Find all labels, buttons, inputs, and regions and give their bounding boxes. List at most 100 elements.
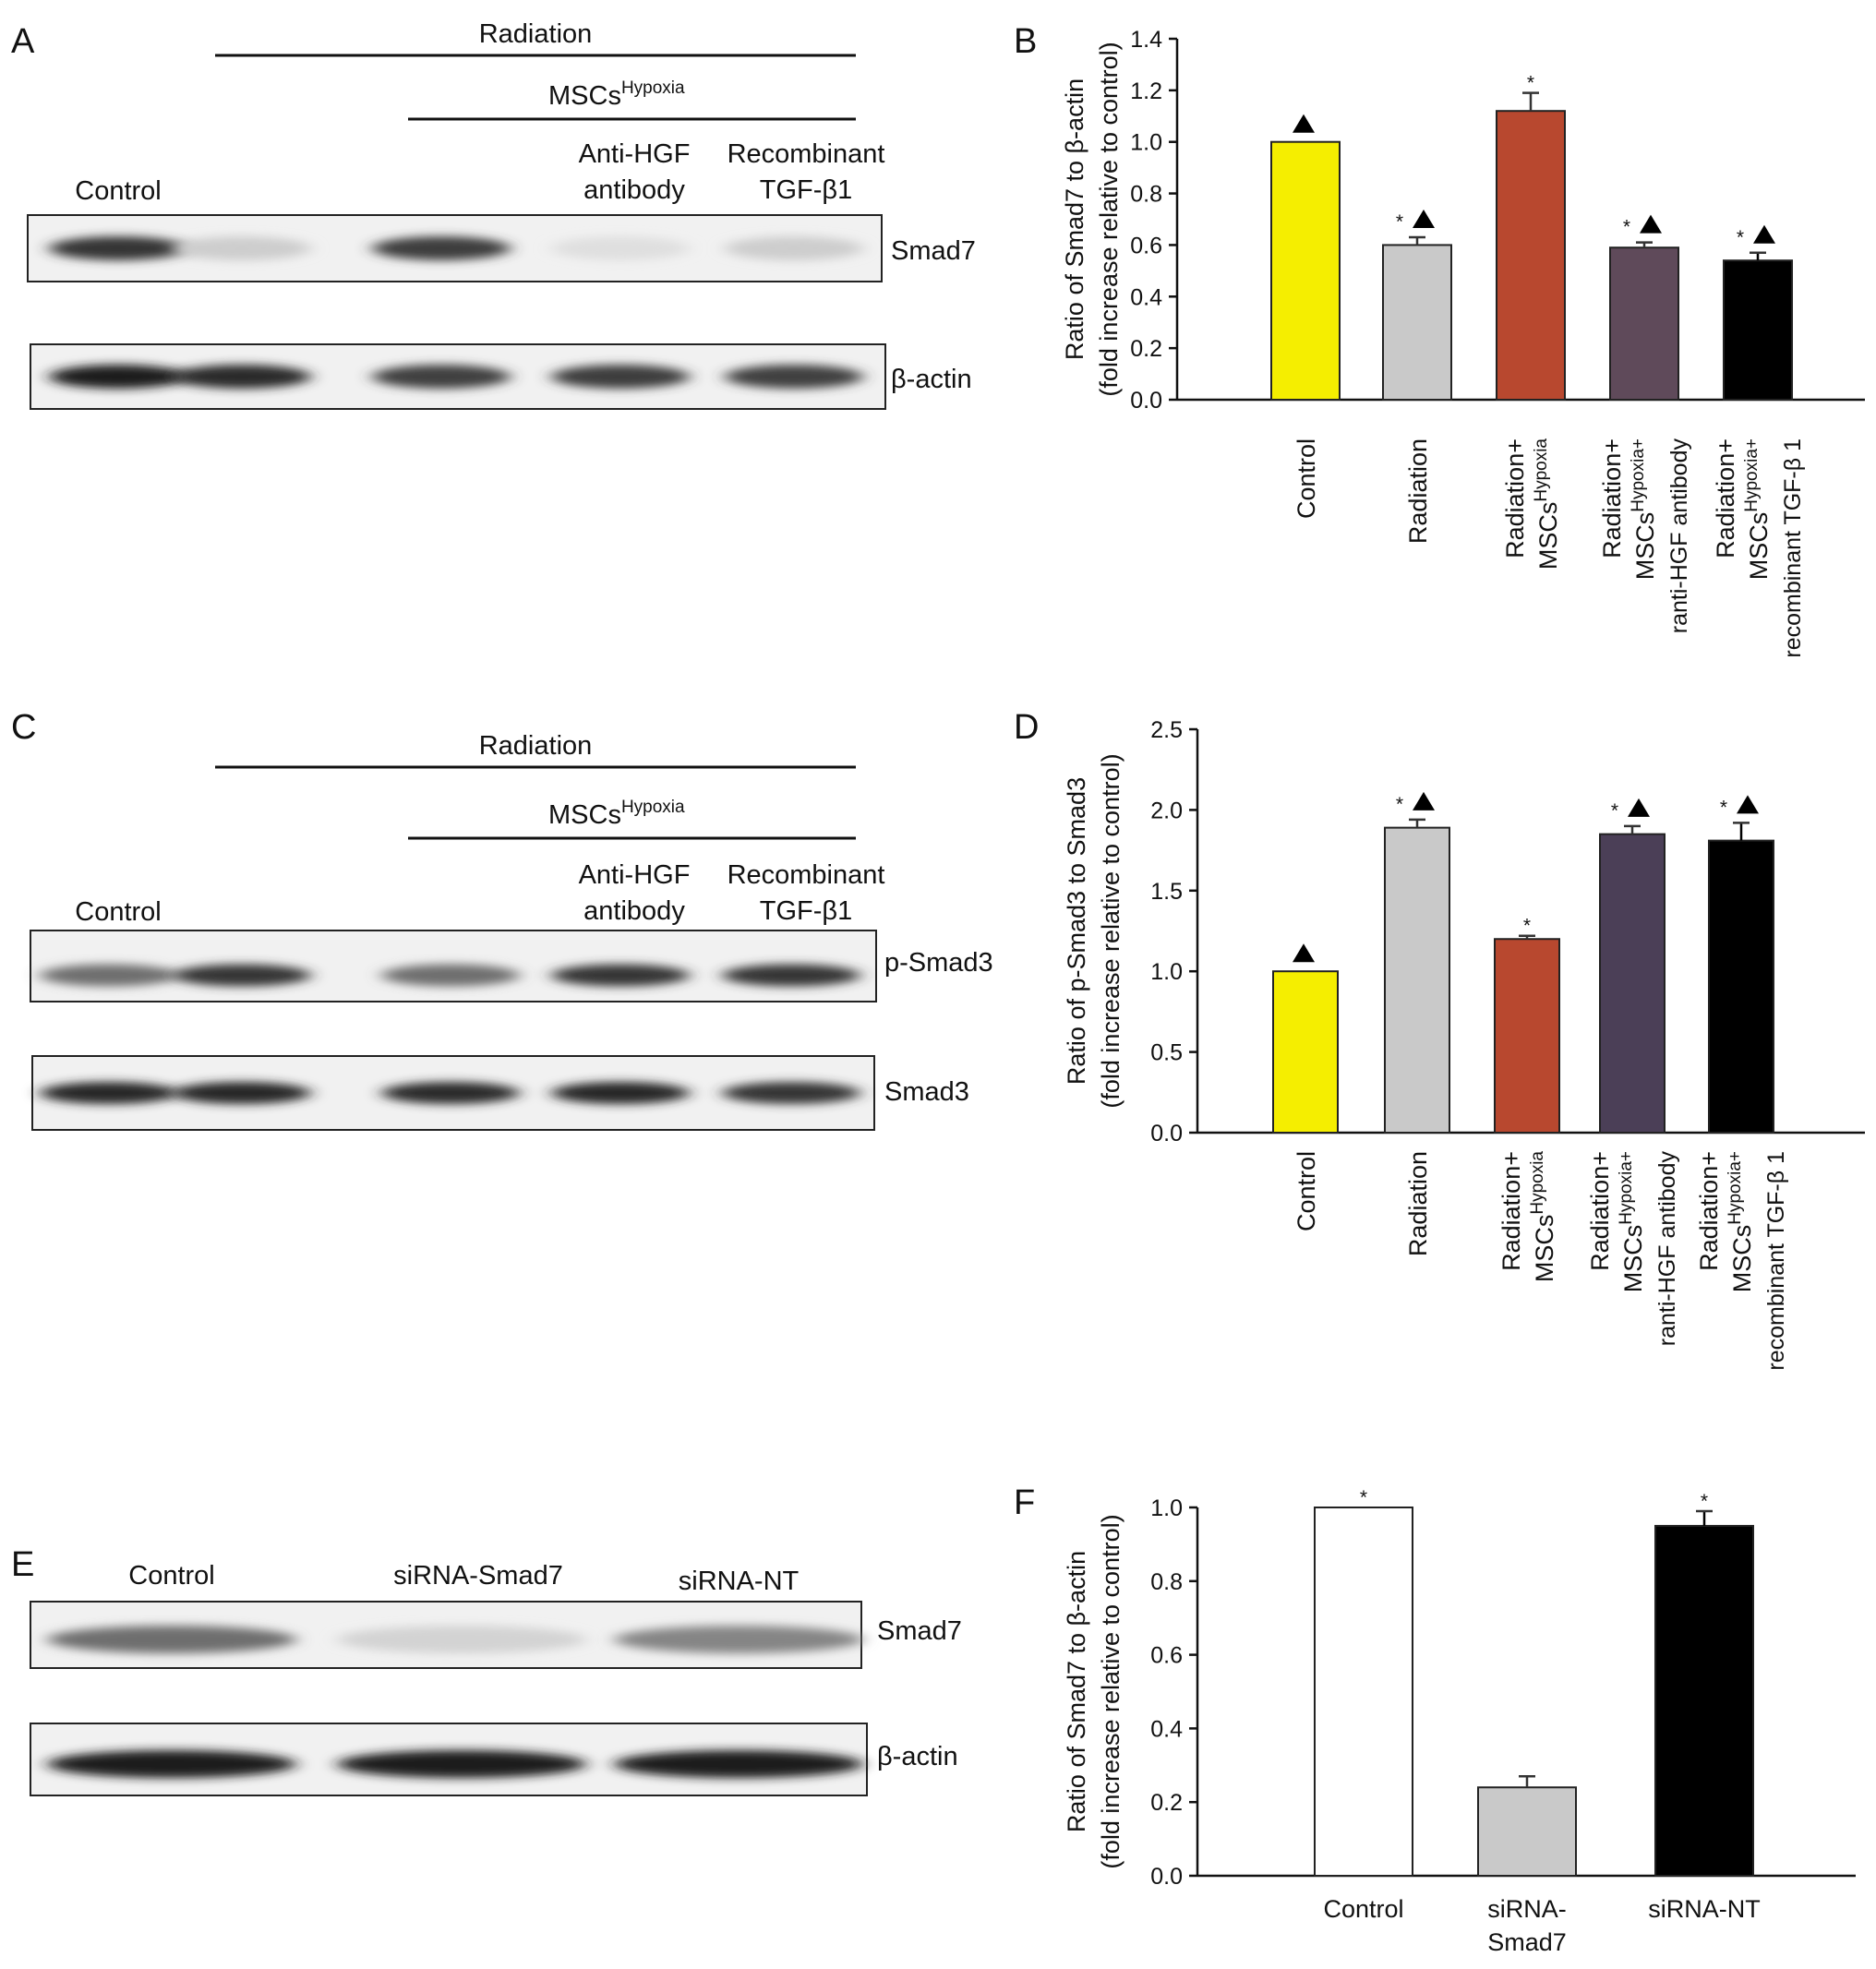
- y-tick-label: 0.8: [1130, 182, 1162, 208]
- lane-label-recombinant-1: Recombinant: [728, 139, 885, 169]
- significance-star: *: [1701, 1491, 1708, 1512]
- lane-label-control: Control: [75, 176, 162, 206]
- significance-star: *: [1623, 217, 1630, 238]
- blot-label-p-smad3: p-Smad3: [884, 948, 993, 978]
- category-label: MSCsHypoxia+: [1617, 1151, 1647, 1292]
- category-label: recombinant TGF-β 1: [1763, 1151, 1789, 1371]
- y-tick-label: 0.8: [1150, 1569, 1183, 1595]
- significance-triangle: [1413, 791, 1435, 810]
- y-tick-label: 0.6: [1150, 1643, 1183, 1669]
- bar: [1494, 938, 1560, 1134]
- blot-label-beta-actin: β-actin: [891, 365, 972, 394]
- y-tick-label: 2.0: [1150, 798, 1183, 823]
- panel-b: B 0.0 0.2 0.4 0.6 0.8 1.0 1.2 1.4 Ratio of Smad7…: [1014, 22, 1865, 658]
- category-label: Control: [1293, 438, 1320, 519]
- protein-band: [40, 964, 178, 987]
- protein-band: [551, 236, 690, 260]
- protein-band: [381, 964, 520, 987]
- significance-triangle: [1737, 795, 1759, 814]
- significance-triangle: [1628, 798, 1650, 817]
- lane-label-recombinant-1: Recombinant: [728, 860, 885, 890]
- protein-band: [614, 1626, 863, 1653]
- category-label: recombinant TGF-β 1: [1780, 438, 1806, 658]
- bar: [1654, 1524, 1754, 1877]
- bar: [1723, 259, 1793, 401]
- category-label: siRNA-: [1487, 1895, 1567, 1923]
- category-label: Radiation+: [1695, 1151, 1723, 1271]
- category-label: MSCsHypoxia+: [1726, 1151, 1756, 1292]
- lane-label-control: Control: [128, 1561, 215, 1591]
- lane-label-antihgf-2: antibody: [583, 175, 685, 205]
- panel-letter-f: F: [1014, 1483, 1035, 1522]
- y-tick-label: 1.0: [1150, 1495, 1183, 1521]
- panel-d: D 0.0 0.5 1.0 1.5 2.0 2.5 Ratio of p-Smad3 to …: [1014, 708, 1865, 1371]
- panel-letter-a: A: [11, 22, 35, 61]
- protein-band: [337, 1750, 586, 1778]
- lane-label-sirna-smad7: siRNA-Smad7: [393, 1561, 563, 1591]
- category-label: Radiation+: [1712, 438, 1739, 558]
- significance-star: *: [1523, 916, 1531, 937]
- blot-label-smad3: Smad3: [884, 1077, 969, 1107]
- y-axis-label-2: (fold increase relative to control): [1095, 42, 1123, 396]
- y-tick-label: 0.0: [1150, 1864, 1183, 1890]
- category-label: Radiation+: [1501, 438, 1529, 558]
- category-label: MSCsHypoxia: [1528, 1151, 1558, 1283]
- protein-band: [725, 365, 863, 389]
- significance-triangle: [1753, 224, 1775, 244]
- chart-f: 0.0 0.2 0.4 0.6 0.8 1.0 Ratio of Smad7 to β-ac…: [1063, 1487, 1856, 1956]
- y-tick-label: 0.0: [1150, 1121, 1183, 1147]
- chart-b: 0.0 0.2 0.4 0.6 0.8 1.0 1.2 1.4 Ratio of Smad7 t…: [1061, 27, 1865, 658]
- category-label: Radiation+: [1497, 1151, 1525, 1271]
- bar: [1314, 1507, 1413, 1877]
- significance-triangle: [1413, 210, 1435, 229]
- panel-f: F 0.0 0.2 0.4 0.6 0.8 1.0 Ratio of Smad7 to β-…: [1014, 1483, 1856, 1956]
- significance-star: *: [1527, 73, 1534, 94]
- protein-band: [47, 1750, 296, 1778]
- blots-a: [27, 214, 886, 410]
- y-tick-label: 1.0: [1150, 959, 1183, 985]
- y-tick-label: 0.6: [1130, 233, 1162, 258]
- y-axis-label: Ratio of Smad7 to β-actin: [1063, 1551, 1090, 1832]
- protein-band: [47, 1626, 296, 1653]
- protein-band: [551, 964, 690, 987]
- category-label: Smad7: [1487, 1928, 1567, 1956]
- protein-band: [173, 1082, 311, 1104]
- category-label: Radiation: [1404, 438, 1432, 544]
- bar: [1609, 246, 1679, 401]
- protein-band: [49, 236, 187, 260]
- category-label: Radiation+: [1598, 438, 1626, 558]
- lane-label-recombinant-2: TGF-β1: [760, 896, 852, 926]
- category-label: siRNA-NT: [1648, 1895, 1761, 1923]
- protein-band: [173, 236, 311, 260]
- y-tick-label: 0.5: [1150, 1040, 1183, 1066]
- significance-star: *: [1737, 227, 1744, 248]
- significance-triangle: [1640, 214, 1662, 234]
- panel-letter-e: E: [11, 1545, 34, 1584]
- category-label: MSCsHypoxia+: [1629, 438, 1659, 580]
- category-label: ranti-HGF antibody: [1666, 438, 1692, 634]
- protein-band: [49, 365, 187, 389]
- mscs-hypoxia-header: MSCsHypoxia: [548, 78, 685, 111]
- y-tick-label: 2.5: [1150, 717, 1183, 743]
- protein-band: [725, 236, 863, 260]
- bar: [1384, 826, 1450, 1134]
- significance-star: *: [1720, 797, 1727, 818]
- panel-e: E Control siRNA-Smad7 siRNA-NT Smad7 β-a…: [11, 1545, 962, 1796]
- blots-e: [30, 1601, 868, 1796]
- protein-band: [614, 1750, 863, 1778]
- protein-band: [722, 964, 860, 987]
- protein-band: [173, 365, 311, 389]
- bar: [1496, 110, 1566, 401]
- bar: [1382, 244, 1452, 401]
- blots-c: [30, 930, 877, 1131]
- category-label: Radiation: [1404, 1151, 1432, 1256]
- significance-triangle: [1293, 114, 1315, 133]
- significance-triangle: [1293, 943, 1315, 963]
- y-tick-label: 1.4: [1130, 27, 1162, 53]
- protein-band: [381, 1082, 520, 1104]
- radiation-header: Radiation: [479, 19, 593, 49]
- panel-letter-d: D: [1014, 708, 1039, 747]
- y-axis-label: Ratio of p-Smad3 to Smad3: [1063, 777, 1090, 1085]
- lane-label-antihgf-2: antibody: [583, 896, 685, 926]
- protein-band: [372, 365, 511, 389]
